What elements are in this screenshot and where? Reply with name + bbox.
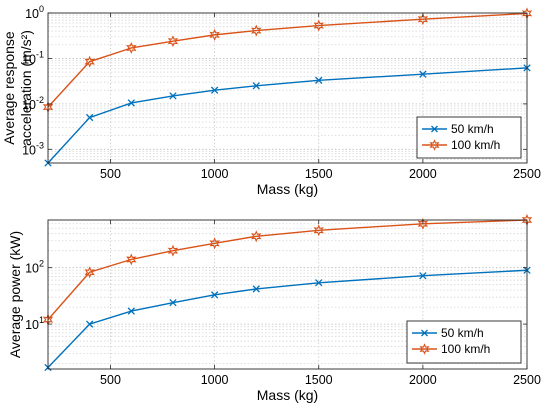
data-point — [210, 291, 219, 299]
legend-label: 100 km/h — [451, 138, 500, 152]
x-tick-label: 2500 — [513, 167, 541, 181]
x-tick-label: 500 — [100, 373, 121, 387]
data-point — [417, 217, 429, 230]
legend-label: 100 km/h — [441, 342, 490, 356]
x-axis-label: Mass (kg) — [257, 387, 318, 403]
data-point — [167, 35, 179, 48]
y-tick-label: 10-2 — [22, 95, 44, 112]
data-point — [85, 320, 94, 328]
chart-panel-1: 500 1000 1500 2000 2500 10-3 10-2 10-1 100 Mass (… — [1, 4, 541, 197]
data-point — [417, 13, 429, 26]
legend-marker — [421, 329, 428, 337]
legend-box — [416, 116, 522, 159]
chart-panel-2: 500 1000 1500 2000 2500 101 102 Mass (kg) Averag… — [7, 214, 541, 403]
data-point — [127, 307, 135, 315]
data-point — [419, 70, 427, 78]
data-point — [84, 55, 95, 68]
data-point — [84, 266, 95, 279]
x-tick-label: 1500 — [305, 373, 333, 387]
x-tick-label: 2500 — [513, 373, 541, 387]
x-tick-label: 1000 — [201, 167, 229, 181]
y-tick-label: 101 — [25, 315, 44, 332]
axes-box — [47, 12, 528, 164]
legend: 50 km/h 100 km/h — [416, 116, 522, 159]
x-tick-label: 1500 — [305, 167, 333, 181]
data-point — [251, 230, 262, 243]
y-tick-label: 10-1 — [22, 49, 44, 66]
data-point — [313, 19, 324, 32]
data-point — [169, 92, 177, 100]
data-point — [167, 244, 179, 257]
data-point — [127, 99, 135, 107]
x-tick-label: 2000 — [409, 167, 437, 181]
y-tick-label: 100 — [25, 4, 44, 21]
x-tick-label: 2000 — [409, 373, 437, 387]
legend-marker — [431, 125, 438, 133]
series-line-2 — [47, 12, 528, 108]
y-tick-label: 102 — [25, 259, 44, 276]
data-point — [126, 42, 137, 54]
legend-marker — [429, 139, 440, 151]
data-point — [209, 28, 220, 41]
data-point — [210, 86, 219, 94]
series-line-2 — [47, 219, 528, 321]
data-point — [126, 253, 137, 266]
y-axis-label: acceleration (m/s²) — [18, 30, 34, 146]
legend-box — [406, 320, 522, 364]
legend: 50 km/h 100 km/h — [406, 320, 522, 364]
y-axis-label: Average power (kW) — [7, 231, 23, 358]
y-axis-label: Average response — [1, 31, 17, 145]
data-point — [419, 272, 427, 280]
y-tick-label: 10-3 — [22, 140, 44, 157]
legend-label: 50 km/h — [441, 326, 484, 340]
legend-marker — [419, 343, 430, 355]
data-point — [251, 24, 262, 37]
x-axis-label: Mass (kg) — [257, 181, 318, 197]
data-point — [252, 82, 260, 90]
data-point — [315, 279, 323, 287]
x-tick-label: 500 — [100, 167, 121, 181]
data-point — [315, 76, 323, 84]
legend-label: 50 km/h — [451, 122, 494, 136]
data-point — [209, 237, 220, 250]
data-point — [169, 298, 177, 307]
axes-box — [47, 219, 528, 370]
x-tick-label: 1000 — [201, 373, 229, 387]
data-point — [85, 113, 94, 122]
data-point — [252, 285, 260, 293]
data-point — [313, 224, 324, 237]
